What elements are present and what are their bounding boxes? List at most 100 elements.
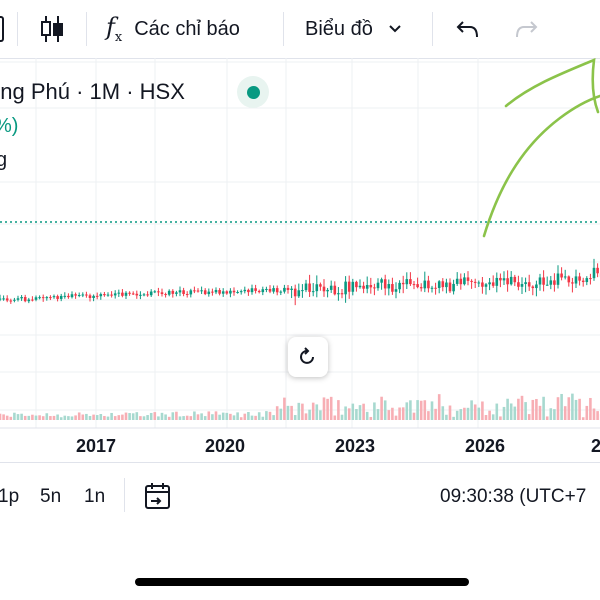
candle-body xyxy=(74,294,77,296)
volume-bar xyxy=(304,413,308,420)
volume-bar xyxy=(549,408,553,420)
candle-body xyxy=(200,290,203,292)
candle-body xyxy=(88,295,92,299)
candle-body xyxy=(81,294,85,296)
candle-body xyxy=(236,292,239,294)
candle-body xyxy=(117,292,121,294)
volume-bar xyxy=(2,414,5,420)
indicators-button[interactable]: fx Các chỉ báo xyxy=(106,0,240,58)
candle-body xyxy=(182,290,185,295)
candle-body xyxy=(463,277,466,285)
volume-bar xyxy=(157,416,160,420)
volume-bar xyxy=(164,414,167,420)
volume-bar xyxy=(211,414,214,420)
volume-bar xyxy=(398,407,401,420)
candle-body xyxy=(434,287,437,289)
volume-bar xyxy=(149,412,153,420)
range-1p-button[interactable]: 1p xyxy=(0,486,20,507)
candle-body xyxy=(581,280,585,283)
candle-body xyxy=(268,288,272,292)
candle-body xyxy=(502,278,506,281)
volume-bar xyxy=(556,397,560,420)
range-1n-button[interactable]: 1n xyxy=(84,486,106,507)
candle-body xyxy=(427,280,430,289)
market-status-icon[interactable] xyxy=(237,76,269,108)
volume-bar xyxy=(214,411,218,420)
candle-body xyxy=(103,294,106,296)
hand-drawn-arrow xyxy=(482,94,600,238)
volume-bar xyxy=(527,414,531,420)
candle-body xyxy=(77,294,81,296)
volume-bar xyxy=(535,398,538,420)
volume-bar xyxy=(560,393,563,420)
volume-bar xyxy=(203,416,207,420)
price-chart[interactable]: 2017 2020 2023 2026 2 xyxy=(0,58,600,460)
clock-timezone[interactable]: 09:30:38 (UTC+7 xyxy=(440,486,587,507)
volume-bar xyxy=(502,406,506,420)
volume-bar xyxy=(322,397,326,420)
symbol-title[interactable]: ồng Phú · 1M · HSX xyxy=(0,79,185,104)
candle-body xyxy=(344,281,347,295)
volume-bar xyxy=(63,415,67,420)
candle-body xyxy=(347,281,351,292)
date-range-icon[interactable] xyxy=(143,481,173,516)
x-axis-label: 2020 xyxy=(205,436,245,456)
candle-body xyxy=(340,293,344,295)
candle-body xyxy=(275,288,279,293)
fx-icon: fx xyxy=(106,13,123,45)
candle-body xyxy=(437,281,441,288)
chart-type-button[interactable]: Biểu đồ xyxy=(305,0,403,58)
volume-bar xyxy=(59,417,63,420)
volume-bar xyxy=(171,412,175,420)
volume-bar xyxy=(117,415,121,420)
volume-bar xyxy=(153,412,157,420)
candle-body xyxy=(229,290,232,294)
candle-body xyxy=(31,299,34,301)
volume-bar xyxy=(434,408,437,420)
candle-body xyxy=(419,287,423,289)
candle-body xyxy=(13,299,16,301)
undo-icon[interactable] xyxy=(455,0,481,58)
range-5n-button[interactable]: 5n xyxy=(40,486,62,507)
chart-canvas[interactable]: 2017 2020 2023 2026 2 xyxy=(0,58,600,460)
volume-bar xyxy=(23,415,27,420)
volume-bar xyxy=(225,412,229,420)
volume-bar xyxy=(182,416,185,420)
volume-bar xyxy=(45,413,49,420)
volume-bar xyxy=(419,400,423,420)
volume-bar xyxy=(185,415,189,420)
volume-bar xyxy=(459,409,463,420)
volume-bar xyxy=(538,405,542,420)
candle-body xyxy=(495,277,499,286)
volume-bar xyxy=(88,415,92,420)
volume-bar xyxy=(99,414,103,420)
candle-body xyxy=(563,276,567,278)
volume-bar xyxy=(286,405,290,420)
volume-bar xyxy=(380,396,383,420)
candle-body xyxy=(319,284,322,287)
volume-bar xyxy=(27,415,31,420)
reset-chart-button[interactable] xyxy=(288,337,328,377)
volume-label: g xyxy=(0,149,8,171)
candle-body xyxy=(445,282,448,288)
volume-bar xyxy=(124,412,128,420)
volume-bar xyxy=(531,399,535,420)
candles xyxy=(0,258,600,306)
candle-body xyxy=(164,294,167,296)
volume-bar xyxy=(427,411,430,420)
volume-bar xyxy=(365,411,369,420)
volume-bar xyxy=(491,414,495,420)
volume-bar xyxy=(67,416,70,420)
candles-icon[interactable] xyxy=(38,0,66,58)
volume-bar xyxy=(261,416,265,420)
redo-icon[interactable] xyxy=(513,0,539,58)
volume-bar xyxy=(142,416,146,420)
volume-bar xyxy=(311,402,315,420)
candle-body xyxy=(135,293,139,296)
x-axis-label: 2017 xyxy=(76,436,116,456)
volume-bar xyxy=(139,416,142,420)
candle-body xyxy=(167,290,171,295)
candle-body xyxy=(589,278,592,280)
candle-body xyxy=(49,297,52,299)
volume-bar xyxy=(351,403,355,420)
